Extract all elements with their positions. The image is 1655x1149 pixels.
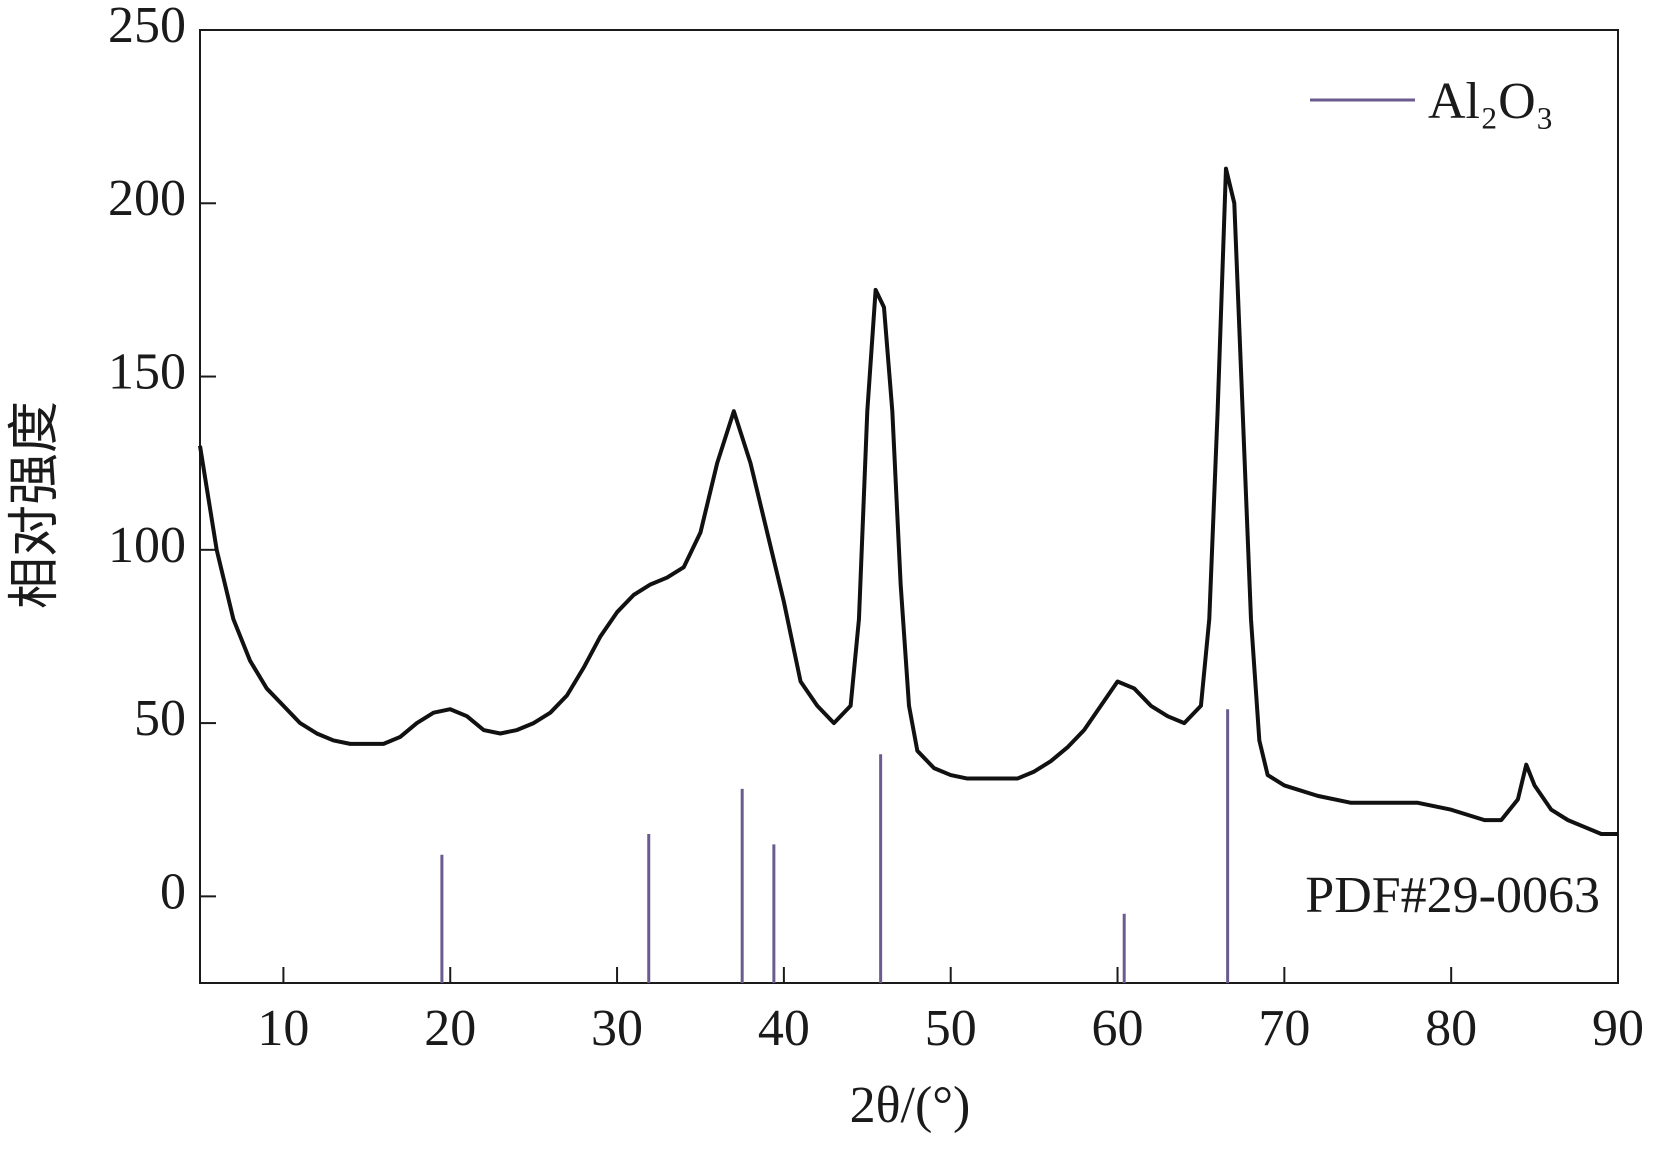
y-tick-label: 200 — [108, 170, 186, 227]
y-axis-label: 相对强度 — [7, 401, 64, 609]
x-tick-label: 30 — [591, 1000, 643, 1057]
legend-label: Al₂O₃ — [1428, 73, 1554, 130]
x-tick-label: 50 — [925, 1000, 977, 1057]
y-tick-label: 0 — [160, 863, 186, 920]
x-tick-label: 20 — [424, 1000, 476, 1057]
y-tick-label: 250 — [108, 0, 186, 54]
annotation: PDF#29-0063 — [1305, 867, 1600, 924]
x-tick-label: 60 — [1092, 1000, 1144, 1057]
x-tick-label: 40 — [758, 1000, 810, 1057]
x-tick-label: 80 — [1425, 1000, 1477, 1057]
x-tick-label: 10 — [257, 1000, 309, 1057]
y-tick-label: 150 — [108, 343, 186, 400]
x-axis-label: 2θ/(°) — [850, 1077, 971, 1134]
y-tick-label: 50 — [134, 690, 186, 747]
x-tick-label: 70 — [1258, 1000, 1310, 1057]
x-tick-label: 90 — [1592, 1000, 1644, 1057]
y-tick-label: 100 — [108, 517, 186, 574]
xrd-curve — [198, 166, 1618, 836]
plot-frame — [199, 29, 1619, 984]
